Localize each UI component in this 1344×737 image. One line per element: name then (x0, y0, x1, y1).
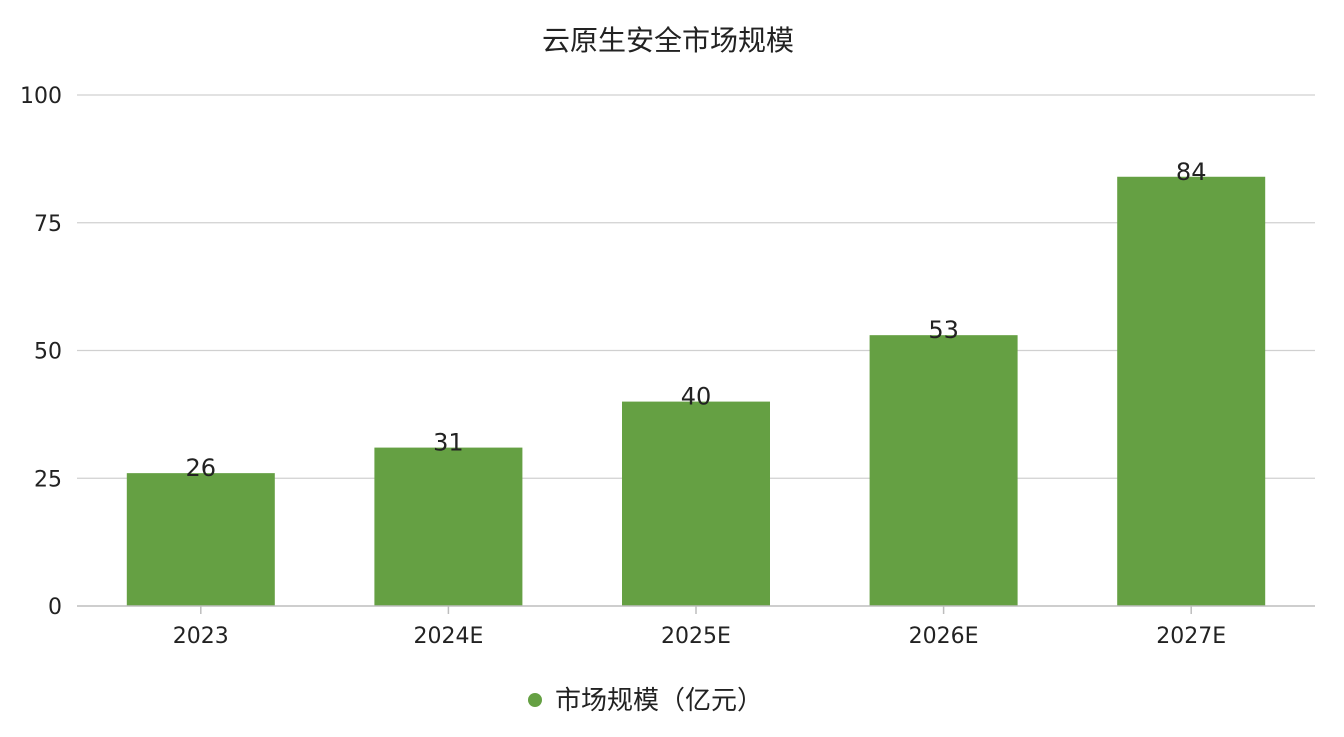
data-label: 84 (1176, 158, 1207, 186)
bar (1117, 176, 1266, 606)
data-label: 26 (186, 454, 217, 482)
x-tick-label: 2025E (661, 624, 731, 649)
bar (869, 335, 1018, 606)
x-tick-label: 2027E (1156, 624, 1226, 649)
y-axis-ticks: 0 25 50 75 100 (20, 84, 62, 620)
bar (622, 401, 770, 606)
x-tick-label: 2026E (909, 624, 979, 649)
data-label: 31 (433, 429, 464, 457)
legend: 市场规模（亿元） (528, 686, 763, 716)
chart-title: 云原生安全市场规模 (542, 24, 794, 57)
y-tick-label: 75 (34, 212, 62, 237)
y-tick-label: 50 (34, 340, 62, 365)
x-tick-label: 2023 (173, 624, 229, 649)
y-tick-label: 100 (20, 84, 62, 109)
x-tick-label: 2024E (413, 624, 483, 649)
bar (374, 447, 523, 606)
y-tick-label: 25 (34, 467, 62, 492)
bars (126, 176, 1266, 606)
legend-label: 市场规模（亿元） (555, 686, 763, 716)
bar (126, 473, 275, 606)
data-label: 53 (928, 316, 959, 344)
y-tick-label: 0 (48, 595, 62, 620)
data-label: 40 (681, 383, 712, 411)
x-axis-ticks: 2023 2024E 2025E 2026E 2027E (173, 606, 1226, 649)
legend-marker-icon (528, 693, 542, 707)
data-labels: 26 31 40 53 84 (186, 158, 1207, 482)
